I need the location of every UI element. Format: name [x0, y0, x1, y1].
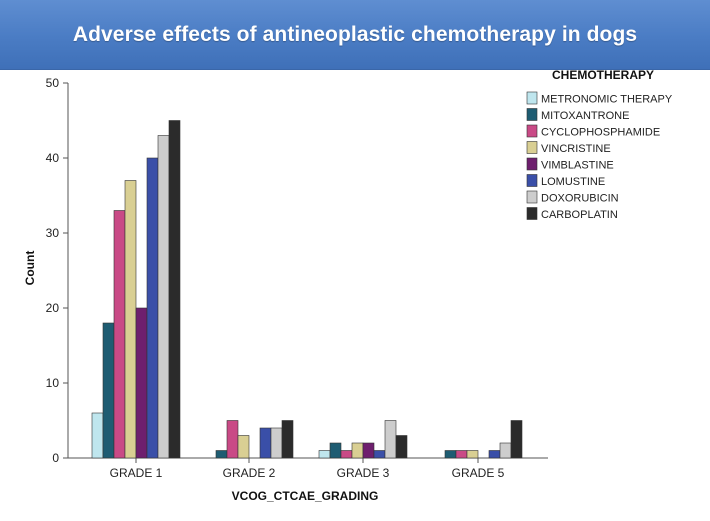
bar [351, 442, 364, 459]
bar [384, 420, 397, 459]
legend-label: LOMUSTINE [541, 176, 605, 188]
bar [135, 307, 148, 459]
bar [259, 427, 272, 459]
y-tick-label: 0 [52, 451, 59, 465]
legend-label: DOXORUBICIN [541, 193, 619, 205]
legend-swatch [526, 108, 538, 121]
bar [488, 450, 501, 459]
y-tick-label: 30 [46, 226, 60, 240]
x-tick-label: GRADE 3 [337, 466, 390, 480]
legend-label: VINCRISTINE [541, 143, 611, 155]
bar [124, 180, 137, 459]
legend-swatch [526, 174, 538, 187]
legend-label: MITOXANTRONE [541, 110, 629, 122]
legend-label: VIMBLASTINE [541, 160, 614, 172]
bar [444, 450, 457, 459]
y-tick-label: 50 [46, 76, 60, 90]
y-tick-label: 20 [46, 301, 60, 315]
legend-swatch [526, 124, 538, 138]
y-tick-label: 40 [46, 151, 60, 165]
bar [499, 442, 512, 459]
legend-swatch [526, 207, 538, 220]
chart-title-banner: Adverse effects of antineoplastic chemot… [0, 0, 710, 70]
bar [362, 442, 375, 459]
legend-swatch [526, 190, 538, 204]
legend-label: CARBOPLATIN [541, 209, 618, 221]
bar [237, 435, 250, 459]
bar [157, 135, 170, 459]
legend-title: CHEMOTHERAPY [552, 68, 654, 82]
bar [168, 120, 181, 459]
bar [91, 412, 104, 459]
bar [146, 157, 159, 459]
bar [102, 322, 115, 459]
axes: 0 10 20 30 40 50 GRADE 1 GRADE 2 GRADE 3 GRADE 5 [46, 76, 548, 480]
x-tick-label: GRADE 1 [110, 466, 163, 480]
bars-group [91, 120, 523, 459]
x-axis-title: VCOG_CTCAE_GRADING [232, 489, 379, 503]
legend-swatch [526, 157, 538, 171]
chart-title: Adverse effects of antineoplastic chemot… [72, 22, 638, 46]
bar [318, 450, 331, 459]
bar [340, 450, 353, 459]
y-axis-title-group: Count [23, 251, 37, 286]
bar [373, 450, 386, 459]
bar [226, 420, 239, 459]
bar [329, 442, 342, 459]
bar [455, 450, 468, 459]
legend-swatch [526, 141, 538, 154]
bar [215, 450, 228, 459]
bar [270, 427, 283, 459]
x-tick-label: GRADE 2 [223, 466, 276, 480]
bar [395, 435, 408, 459]
y-axis-title: Count [23, 251, 37, 286]
legend-swatch [526, 91, 538, 105]
legend-label: CYCLOPHOSPHAMIDE [541, 127, 660, 139]
bar [466, 450, 479, 459]
legend: METRONOMIC THERAPY MITOXANTRONE CYCLOPHOSP… [526, 91, 673, 221]
y-tick-label: 10 [46, 376, 60, 390]
bar [113, 210, 126, 459]
bar [281, 420, 294, 459]
bar [510, 420, 523, 459]
x-tick-label: GRADE 5 [452, 466, 505, 480]
legend-label: METRONOMIC THERAPY [541, 94, 673, 106]
